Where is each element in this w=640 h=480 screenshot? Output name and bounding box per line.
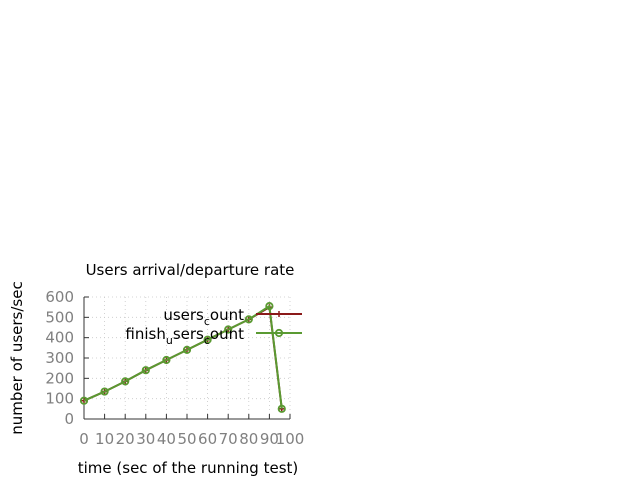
data-point <box>100 387 109 396</box>
data-point <box>265 302 274 311</box>
data-point <box>203 335 212 344</box>
data-point <box>224 325 233 334</box>
series-line-finish_users_count <box>83 304 283 409</box>
data-point <box>162 355 171 365</box>
y-tick-label: 100 <box>45 390 74 408</box>
y-tick-label: 0 <box>64 410 74 428</box>
y-tick-label: 400 <box>45 329 74 347</box>
legend-marker-finish_users_count <box>274 328 284 338</box>
series-layer <box>79 302 286 413</box>
y-tick-label: 600 <box>45 288 74 306</box>
x-tick-label: 50 <box>177 430 196 448</box>
legend-label-users-count: userscount <box>163 306 244 328</box>
x-tick-label: 20 <box>116 430 135 448</box>
x-tick-label: 0 <box>79 430 89 448</box>
chart-title: Users arrival/departure rate <box>86 261 295 279</box>
y-tick-label: 200 <box>45 369 74 387</box>
data-point <box>141 366 150 375</box>
x-tick-label: 70 <box>219 430 238 448</box>
data-point <box>182 345 192 354</box>
data-point <box>244 315 253 324</box>
x-tick-label: 10 <box>95 430 114 448</box>
legend: userscount finishuserscount <box>125 306 302 347</box>
x-tick-label: 80 <box>239 430 258 448</box>
x-tick-label: 60 <box>198 430 217 448</box>
data-point <box>277 404 286 413</box>
y-tick-label: 500 <box>45 308 74 326</box>
x-tick-label: 40 <box>157 430 176 448</box>
x-tick-label: 100 <box>276 430 305 448</box>
x-tick-label: 30 <box>136 430 155 448</box>
data-point <box>121 377 130 386</box>
y-tick-label: 300 <box>45 349 74 367</box>
x-tick-label: 90 <box>260 430 279 448</box>
legend-label-finish-users-count: finishuserscount <box>125 325 244 347</box>
y-axis-label: number of users/sec <box>8 281 26 434</box>
data-point <box>79 396 89 405</box>
x-axis-label: time (sec of the running test) <box>78 459 299 477</box>
